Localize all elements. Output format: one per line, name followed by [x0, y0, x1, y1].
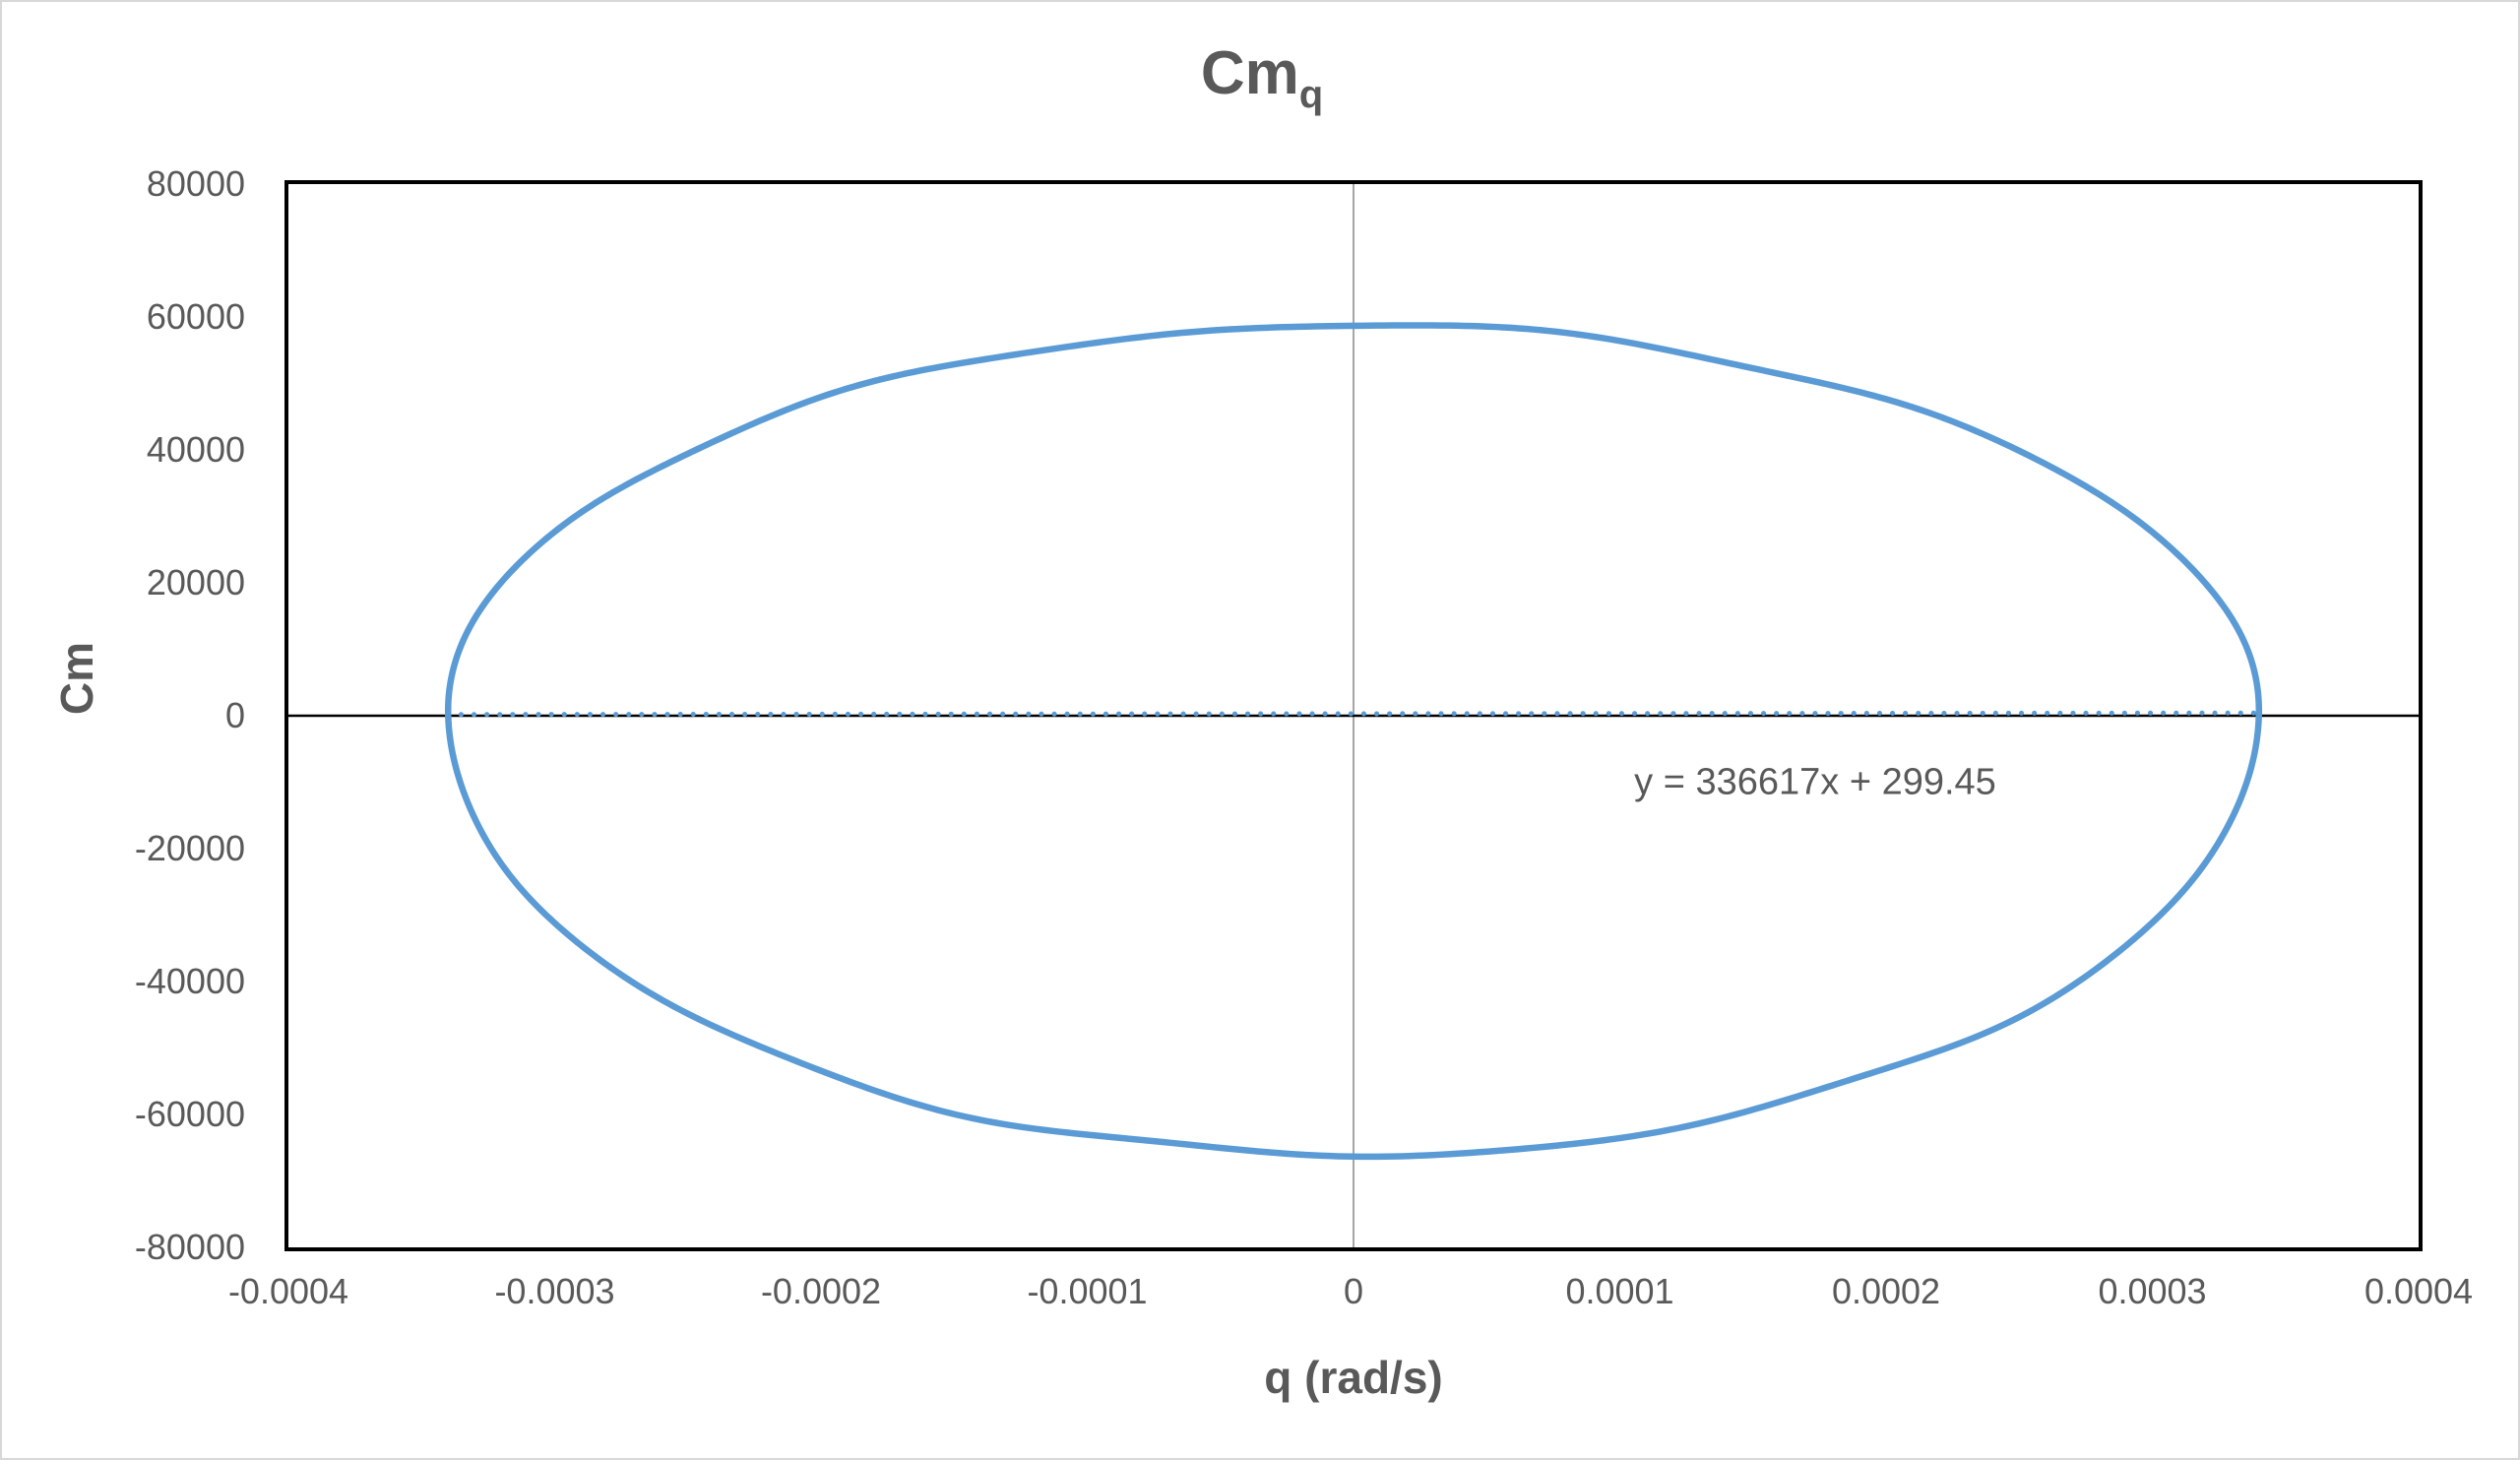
- x-tick-label: -0.0002: [760, 1271, 882, 1311]
- x-axis-title: q (rad/s): [1264, 1352, 1443, 1403]
- y-tick-label: 40000: [146, 429, 245, 470]
- y-tick-label: 20000: [146, 562, 245, 603]
- chart-title-main: Cm: [1200, 39, 1299, 107]
- x-tick-label: -0.0001: [1027, 1271, 1148, 1311]
- y-tick-label: -40000: [134, 961, 245, 1001]
- plot-svg: [288, 184, 2419, 1247]
- x-tick-label: 0.0001: [1565, 1271, 1674, 1311]
- trendline-dotted: [445, 710, 2262, 718]
- chart-title-subscript: q: [1298, 73, 1324, 116]
- x-tick-label: -0.0004: [227, 1271, 349, 1311]
- x-tick-label: 0: [1343, 1271, 1364, 1311]
- y-axis-title: Cm: [51, 641, 102, 716]
- chart-title: Cmq: [1201, 43, 1323, 115]
- plot-area: [284, 180, 2423, 1251]
- y-tick-label: -80000: [134, 1227, 245, 1267]
- trendline-equation-label: y = 336617x + 299.45: [1634, 761, 1996, 803]
- y-tick-label: -20000: [134, 828, 245, 868]
- y-tick-label: -60000: [134, 1094, 245, 1134]
- y-tick-label: 60000: [146, 296, 245, 337]
- series-loop-line: [444, 322, 2263, 1161]
- x-tick-label: 0.0003: [2098, 1271, 2207, 1311]
- x-tick-label: 0.0004: [2363, 1271, 2474, 1311]
- x-tick-label: 0.0002: [1831, 1271, 1941, 1311]
- x-tick-label: -0.0003: [494, 1271, 615, 1311]
- y-tick-label: 0: [224, 695, 245, 735]
- y-tick-label: 80000: [146, 163, 245, 204]
